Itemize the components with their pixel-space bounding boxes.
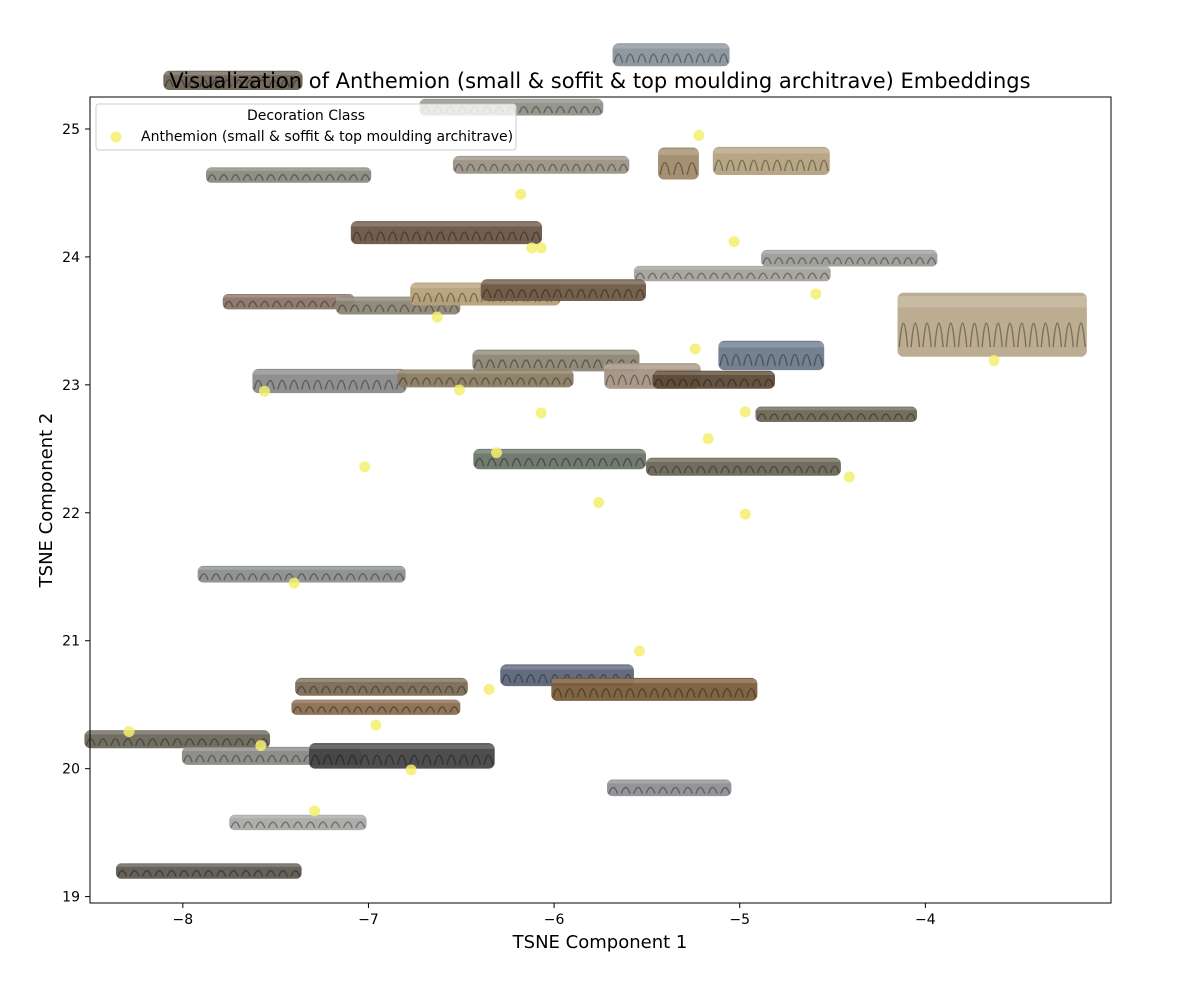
y-tick-label: 21: [62, 634, 80, 650]
y-tick-label: 22: [62, 506, 80, 522]
x-tick-label: −4: [915, 912, 936, 928]
thumbnail-layer: [84, 43, 1087, 879]
y-tick-label: 19: [62, 890, 80, 906]
embedding-thumbnail: [612, 43, 730, 67]
embedding-thumbnail: [397, 369, 574, 388]
embedding-thumbnail: [761, 249, 938, 267]
embedding-thumbnail: [480, 279, 646, 302]
y-tick-label: 23: [62, 378, 80, 394]
embedding-thumbnail: [197, 565, 406, 583]
embedding-thumbnail: [222, 294, 355, 310]
legend-title: Decoration Class: [247, 108, 365, 124]
data-point: [702, 433, 714, 445]
chart-title: Visualization of Anthemion (small & soff…: [169, 69, 1030, 93]
points-layer: [123, 129, 1000, 817]
embedding-thumbnail: [350, 221, 543, 245]
embedding-thumbnail: [472, 349, 640, 372]
embedding-thumbnail: [452, 155, 630, 174]
embedding-thumbnail: [645, 457, 841, 476]
plot-border: [89, 96, 1112, 904]
data-point: [633, 645, 645, 657]
embedding-thumbnail: [718, 340, 825, 371]
embedding-thumbnail: [252, 368, 407, 394]
embedding-thumbnail: [295, 677, 468, 696]
embedding-thumbnail: [473, 448, 646, 470]
data-point: [258, 385, 270, 397]
embedding-thumbnail: [633, 265, 831, 282]
legend-marker: [110, 131, 122, 143]
legend: Decoration Class Anthemion (small & soff…: [95, 103, 517, 151]
embedding-thumbnail: [291, 699, 461, 715]
embedding-thumbnail: [115, 863, 302, 879]
x-tick-label: −5: [729, 912, 750, 928]
y-axis: 19 20 21 22 23 24 25: [62, 122, 90, 906]
data-point: [255, 740, 267, 752]
data-point: [483, 683, 495, 695]
embedding-thumbnail: [84, 730, 271, 749]
data-point: [739, 508, 751, 520]
y-tick-label: 25: [62, 122, 80, 138]
data-point: [453, 384, 465, 396]
x-tick-label: −7: [358, 912, 379, 928]
embedding-thumbnail: [658, 147, 699, 180]
legend-entry: Anthemion (small & soffit & top moulding…: [141, 129, 513, 145]
embedding-thumbnail: [897, 292, 1087, 357]
y-axis-label: TSNE Component 2: [36, 413, 57, 589]
data-point: [515, 188, 527, 200]
embedding-thumbnail: [163, 70, 303, 90]
data-point: [491, 447, 503, 459]
data-point: [309, 805, 321, 817]
x-axis: −8 −7 −6 −5 −4: [172, 903, 936, 928]
legend-box: [95, 103, 517, 151]
data-point: [689, 343, 701, 355]
data-point: [739, 406, 751, 418]
data-point: [359, 461, 371, 473]
x-tick-label: −8: [172, 912, 193, 928]
data-point: [370, 719, 382, 731]
data-point: [810, 288, 822, 300]
embedding-thumbnail: [206, 167, 372, 183]
embedding-thumbnail: [229, 814, 367, 831]
data-point: [728, 236, 740, 248]
y-tick-label: 20: [62, 762, 80, 778]
data-point: [123, 726, 135, 738]
x-tick-label: −6: [544, 912, 565, 928]
data-point: [405, 764, 417, 776]
data-point: [535, 242, 547, 254]
data-point: [843, 471, 855, 483]
data-point: [431, 311, 443, 323]
data-point: [593, 497, 605, 509]
data-point: [535, 407, 547, 419]
embedding-thumbnail: [712, 146, 830, 176]
data-point: [288, 577, 300, 589]
data-point: [526, 242, 538, 254]
embedding-thumbnail: [652, 370, 775, 389]
embedding-thumbnail: [309, 743, 495, 769]
data-point: [988, 355, 1000, 367]
data-point: [693, 129, 705, 141]
x-axis-label: TSNE Component 1: [512, 932, 688, 953]
y-tick-label: 24: [62, 250, 80, 266]
embedding-thumbnail: [551, 677, 758, 701]
embedding-thumbnail: [606, 779, 732, 797]
embedding-thumbnail: [755, 406, 918, 422]
